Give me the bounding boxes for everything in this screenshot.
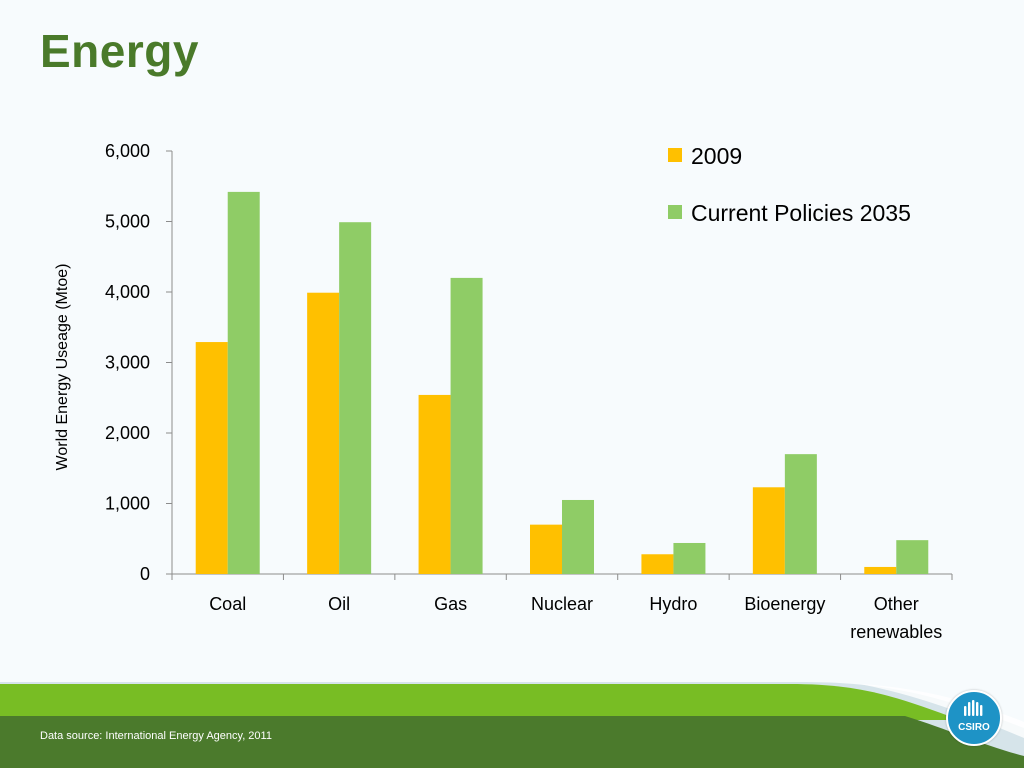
bar-2009 [195,342,228,574]
y-tick-label: 6,000 [105,141,150,161]
bar-2009 [530,524,562,574]
legend-label: Current Policies 2035 [691,200,911,226]
bar-2009 [418,394,451,574]
y-tick-label: 2,000 [105,423,150,443]
y-tick-label: 4,000 [105,282,150,302]
footer-dark-band [0,716,1024,768]
y-axis-title: World Energy Useage (Mtoe) [54,264,71,471]
y-tick-label: 3,000 [105,353,150,373]
footer-light-band [0,684,960,720]
x-category-label: Oil [328,594,350,614]
csiro-logo-mark-icon [964,700,983,716]
csiro-logo-text: CSIRO [958,722,990,733]
data-source-note: Data source: International Energy Agency… [40,730,272,742]
bar-current-policies-2035 [673,542,706,574]
legend-label: 2009 [691,143,742,169]
bar-current-policies-2035 [562,499,594,574]
x-category-label: renewables [850,622,942,642]
y-tick-label: 1,000 [105,494,150,514]
csiro-logo: CSIRO [946,690,1002,746]
bar-2009 [864,566,897,574]
x-category-label: Bioenergy [744,594,825,614]
x-category-label: Other [874,594,919,614]
y-tick-label: 5,000 [105,212,150,232]
bar-current-policies-2035 [339,222,372,574]
y-tick-label: 0 [140,564,150,584]
bar-current-policies-2035 [450,277,483,574]
x-category-label: Nuclear [531,594,593,614]
x-category-label: Gas [434,594,467,614]
bar-current-policies-2035 [784,454,817,574]
bar-current-policies-2035 [896,540,929,574]
slide-title: Energy [40,25,199,77]
legend-swatch [668,148,682,162]
x-category-label: Hydro [649,594,697,614]
bar-chart: 0 1,000 2,000 3,000 4,000 5,000 6,000 Coal Oil Ga… [54,141,953,642]
legend-swatch [668,205,682,219]
bar-2009 [752,487,785,574]
bar-2009 [307,292,340,574]
footer-band [0,682,1024,768]
x-category-label: Coal [209,594,246,614]
bar-2009 [641,554,674,574]
bar-current-policies-2035 [227,191,260,574]
